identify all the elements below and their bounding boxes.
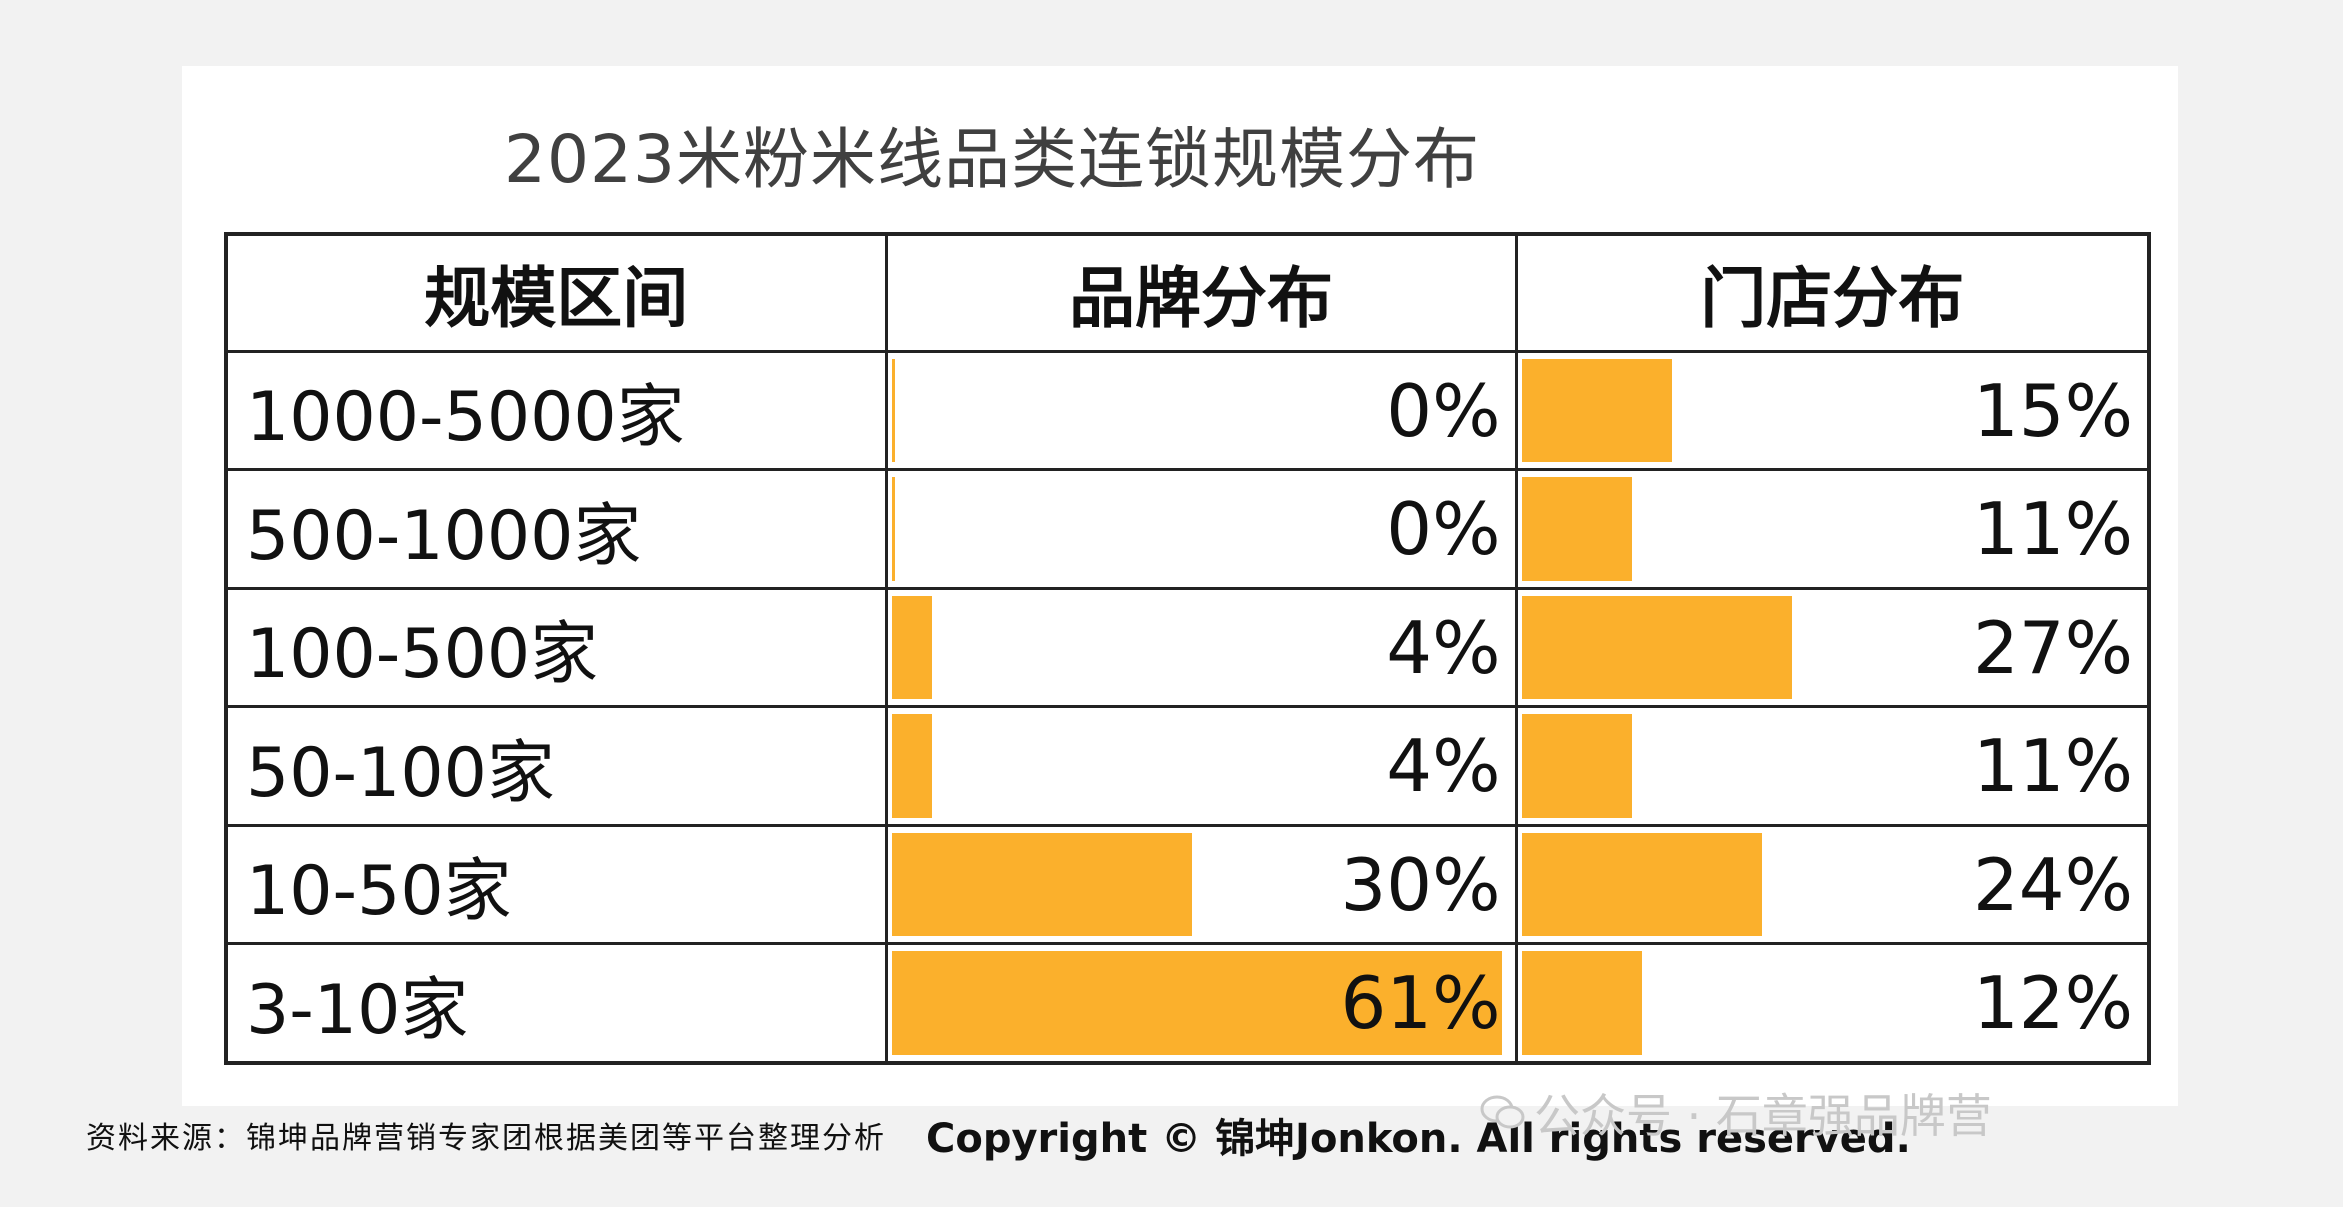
store-cell: 15%	[1514, 349, 2151, 472]
range-cell: 50-100家	[224, 705, 888, 827]
range-label: 50-100家	[246, 733, 555, 813]
brand-value-label: 61%	[1340, 961, 1501, 1046]
store-value-label: 12%	[1972, 961, 2133, 1046]
brand-value-label: 4%	[1386, 724, 1501, 809]
store-cell: 27%	[1514, 586, 2151, 709]
brand-bar	[891, 477, 895, 581]
table-row: 1000-5000家 0% 15%	[224, 349, 2151, 472]
table-row: 500-1000家 0% 11%	[224, 468, 2151, 590]
brand-cell: 4%	[884, 705, 1518, 827]
brand-bar	[891, 359, 895, 463]
brand-value-label: 0%	[1386, 368, 1501, 453]
store-value-label: 11%	[1972, 487, 2133, 572]
distribution-table: 规模区间 品牌分布 门店分布 1000-5000家 0% 15% 500-1000家 0…	[224, 232, 2151, 1065]
range-cell: 10-50家	[224, 823, 888, 946]
table-row: 50-100家 4% 11%	[224, 705, 2151, 827]
copyright-notice: Copyright © 锦坤Jonkon. All rights reserve…	[926, 1116, 1911, 1162]
brand-value-label: 4%	[1386, 605, 1501, 690]
brand-value-label: 30%	[1340, 842, 1501, 927]
store-bar	[1521, 477, 1632, 581]
brand-bar	[891, 595, 932, 700]
header-row: 规模区间 品牌分布 门店分布	[224, 232, 2151, 353]
footer: 资料来源：锦坤品牌营销专家团根据美团等平台整理分析 Copyright © 锦坤…	[86, 1110, 2286, 1162]
store-value-label: 27%	[1972, 605, 2133, 690]
store-bar	[1521, 832, 1762, 937]
store-value-label: 11%	[1972, 724, 2133, 809]
range-label: 3-10家	[246, 970, 469, 1050]
column-header-store: 门店分布	[1514, 232, 2151, 353]
range-label: 100-500家	[246, 615, 599, 695]
brand-cell: 0%	[884, 349, 1518, 472]
brand-bar	[891, 714, 932, 818]
store-value-label: 15%	[1972, 368, 2133, 453]
brand-cell: 30%	[884, 823, 1518, 946]
column-header-brand: 品牌分布	[884, 232, 1518, 353]
range-label: 1000-5000家	[246, 378, 685, 458]
store-cell: 12%	[1514, 942, 2151, 1065]
brand-cell: 61%	[884, 942, 1518, 1065]
watermark: 公众号 · 石章强品牌营	[1480, 1080, 1992, 1146]
range-label: 10-50家	[246, 852, 512, 932]
store-cell: 24%	[1514, 823, 2151, 946]
table-row: 3-10家 61% 12%	[224, 942, 2151, 1065]
store-cell: 11%	[1514, 705, 2151, 827]
source-note: 资料来源：锦坤品牌营销专家团根据美团等平台整理分析	[86, 1121, 886, 1156]
watermark-text: 公众号 · 石章强品牌营	[1534, 1089, 1992, 1143]
column-header-range: 规模区间	[224, 232, 888, 353]
table-row: 10-50家 30% 24%	[224, 823, 2151, 946]
store-value-label: 24%	[1972, 842, 2133, 927]
store-bar	[1521, 595, 1792, 700]
store-cell: 11%	[1514, 468, 2151, 590]
range-cell: 100-500家	[224, 586, 888, 709]
store-bar	[1521, 714, 1632, 818]
range-label: 500-1000家	[246, 496, 642, 576]
brand-bar	[891, 951, 1502, 1055]
brand-cell: 4%	[884, 586, 1518, 709]
wechat-icon	[1480, 1095, 1525, 1129]
range-cell: 1000-5000家	[224, 349, 888, 472]
brand-bar	[891, 832, 1192, 937]
range-cell: 500-1000家	[224, 468, 888, 590]
brand-value-label: 0%	[1386, 487, 1501, 572]
range-cell: 3-10家	[224, 942, 888, 1065]
brand-cell: 0%	[884, 468, 1518, 590]
store-bar	[1521, 359, 1672, 463]
store-bar	[1521, 951, 1642, 1055]
table-row: 100-500家 4% 27%	[224, 586, 2151, 709]
chart-title: 2023米粉米线品类连锁规模分布	[504, 121, 1480, 198]
